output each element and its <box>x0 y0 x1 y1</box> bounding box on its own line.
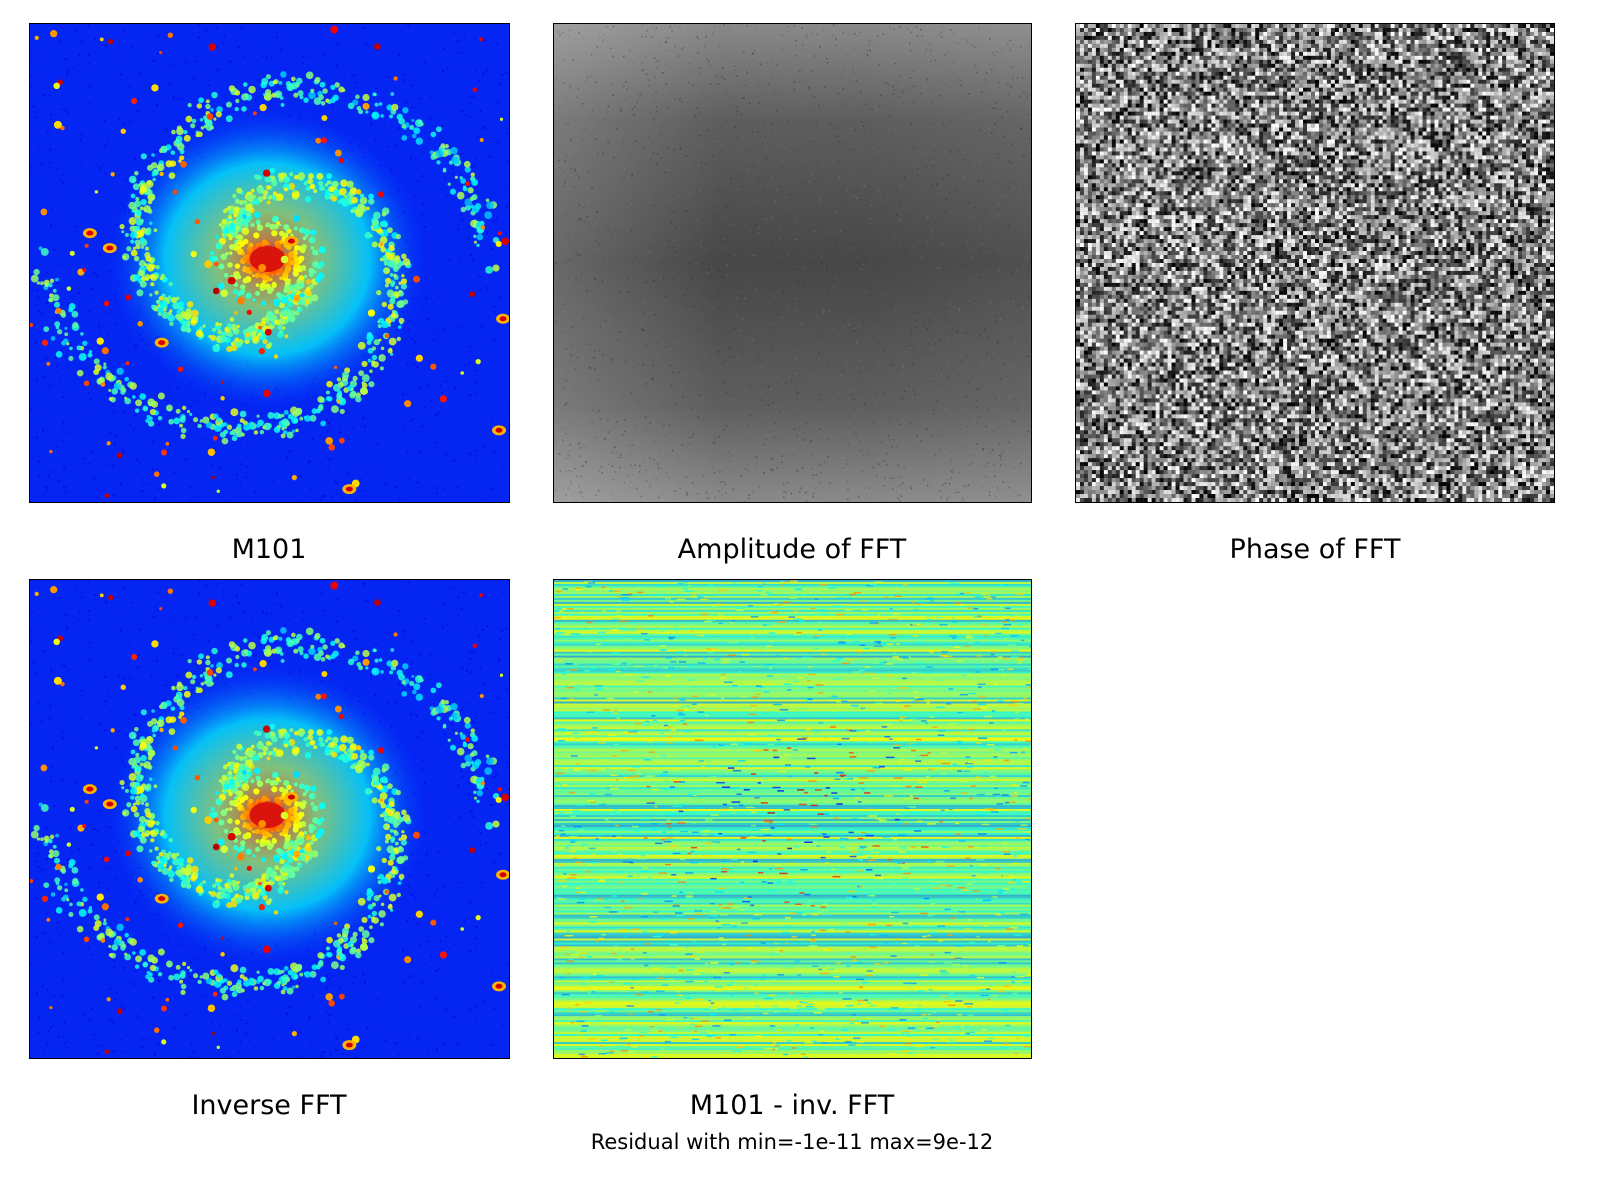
m101-image-panel <box>29 23 510 503</box>
residual-panel <box>553 579 1032 1059</box>
residual-image <box>554 580 1031 1058</box>
inverse-fft-galaxy-image <box>30 580 509 1058</box>
m101-title: M101 <box>29 536 509 563</box>
fft-amplitude-panel <box>553 23 1032 503</box>
residual-title: M101 - inv. FFT <box>552 1092 1032 1119</box>
inverse-fft-panel <box>29 579 510 1059</box>
fft-phase-panel <box>1075 23 1555 503</box>
fft-amplitude-image <box>554 24 1031 502</box>
m101-galaxy-image <box>30 24 509 502</box>
phase-title: Phase of FFT <box>1075 536 1555 563</box>
fft-phase-image <box>1076 24 1554 502</box>
inverse-fft-title: Inverse FFT <box>29 1092 509 1119</box>
amplitude-title: Amplitude of FFT <box>552 536 1032 563</box>
residual-range-note: Residual with min=-1e-11 max=9e-12 <box>492 1132 1092 1153</box>
